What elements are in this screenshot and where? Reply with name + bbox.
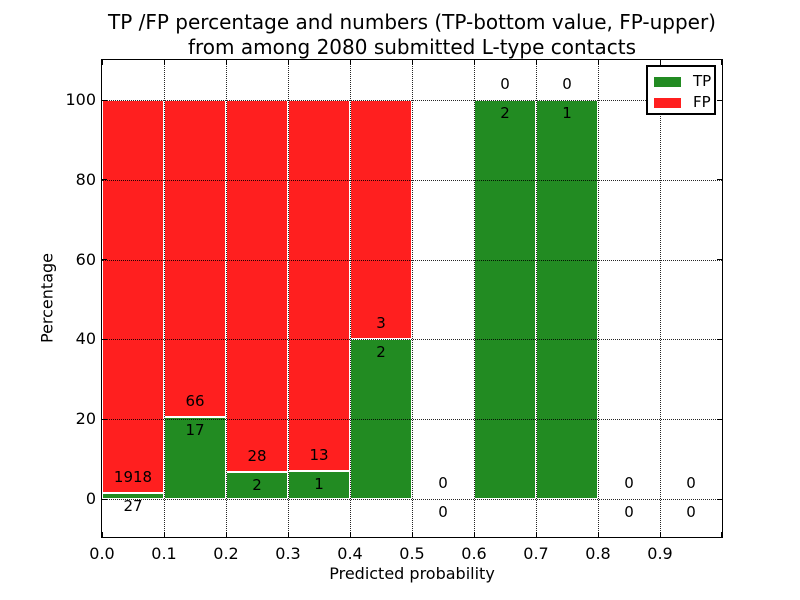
tp-count-label: 0 bbox=[686, 503, 696, 521]
x-tick-label: 0.1 bbox=[151, 544, 177, 563]
tp-count-label: 2 bbox=[252, 476, 262, 495]
tp-count-label: 27 bbox=[123, 497, 143, 516]
axis-tick bbox=[535, 532, 537, 537]
y-tick-label: 60 bbox=[75, 249, 96, 269]
y-tick-label: 100 bbox=[65, 90, 96, 109]
chart-title-line-2: from among 2080 submitted L-type contact… bbox=[187, 35, 637, 59]
axis-tick bbox=[102, 99, 107, 101]
x-tick-label: 0.0 bbox=[89, 544, 115, 563]
axis-tick bbox=[411, 60, 413, 65]
tp-count-label: 0 bbox=[438, 503, 448, 521]
axis-tick bbox=[597, 60, 599, 65]
axis-tick bbox=[411, 532, 413, 537]
gridline bbox=[225, 60, 227, 537]
gridline bbox=[535, 60, 537, 537]
axis-tick bbox=[102, 259, 107, 261]
x-tick-label: 0.6 bbox=[461, 544, 487, 563]
axis-tick bbox=[163, 532, 165, 537]
axis-tick bbox=[535, 60, 537, 65]
x-tick-label: 0.4 bbox=[337, 544, 363, 563]
fp-count-label: 0 bbox=[562, 75, 572, 93]
gridline bbox=[473, 60, 475, 537]
axis-tick bbox=[102, 60, 103, 65]
legend: TP FP bbox=[646, 65, 716, 115]
fp-bar-segment bbox=[164, 100, 226, 418]
tp-count-label: 0 bbox=[624, 503, 634, 521]
axis-tick bbox=[597, 532, 599, 537]
axis-tick bbox=[717, 338, 722, 340]
x-tick-label: 0.5 bbox=[399, 544, 425, 563]
tp-count-label: 17 bbox=[185, 421, 205, 440]
axis-tick bbox=[717, 179, 722, 181]
fp-count-label: 0 bbox=[624, 474, 634, 492]
fp-count-label: 66 bbox=[185, 392, 205, 411]
y-tick-label: 40 bbox=[75, 329, 96, 349]
axis-tick bbox=[721, 60, 722, 65]
tp-bar-segment bbox=[536, 100, 598, 499]
axis-tick bbox=[717, 418, 722, 420]
axis-tick bbox=[102, 418, 107, 420]
fp-count-label: 0 bbox=[500, 75, 510, 93]
fp-count-label: 3 bbox=[376, 314, 386, 333]
fp-count-label: 28 bbox=[247, 447, 267, 466]
y-tick-label: 80 bbox=[75, 169, 96, 189]
x-tick-label: 0.8 bbox=[585, 544, 611, 563]
fp-bar-segment bbox=[350, 100, 412, 340]
axis-tick bbox=[225, 60, 227, 65]
x-tick-label: 0.3 bbox=[275, 544, 301, 563]
chart-title: TP /FP percentage and numbers (TP-bottom… bbox=[102, 10, 722, 60]
fp-count-label: 1918 bbox=[113, 468, 153, 487]
axis-tick bbox=[102, 338, 107, 340]
fp-count-label: 0 bbox=[438, 474, 448, 492]
axis-tick bbox=[721, 532, 722, 537]
legend-label: TP bbox=[693, 72, 712, 90]
gridline bbox=[597, 60, 599, 537]
gridline bbox=[287, 60, 289, 537]
axis-tick bbox=[102, 179, 107, 181]
tp-bar-segment bbox=[474, 100, 536, 499]
gridline bbox=[349, 60, 351, 537]
x-tick-label: 0.2 bbox=[213, 544, 239, 563]
gridline bbox=[659, 60, 661, 537]
y-tick-label: 0 bbox=[85, 489, 96, 508]
axis-tick bbox=[287, 532, 289, 537]
fp-bar-segment bbox=[226, 100, 288, 473]
fp-bar-segment bbox=[102, 100, 164, 494]
tp-count-label: 2 bbox=[376, 343, 386, 362]
fp-count-label: 13 bbox=[309, 445, 329, 464]
axis-tick bbox=[473, 60, 475, 65]
axis-tick bbox=[102, 498, 107, 500]
y-tick-label: 20 bbox=[75, 409, 96, 429]
axis-tick bbox=[659, 532, 661, 537]
legend-label: FP bbox=[693, 93, 711, 111]
fp-bar-segment bbox=[288, 100, 350, 471]
axis-tick bbox=[717, 99, 722, 101]
legend-item: TP bbox=[654, 72, 714, 91]
axis-tick bbox=[659, 60, 661, 65]
gridline bbox=[163, 60, 165, 537]
tp-legend-swatch bbox=[654, 76, 681, 87]
gridline bbox=[411, 60, 413, 537]
axis-tick bbox=[102, 532, 103, 537]
axis-tick bbox=[349, 60, 351, 65]
axis-tick bbox=[717, 259, 722, 261]
tp-count-label: 2 bbox=[500, 104, 510, 122]
axis-tick bbox=[163, 60, 165, 65]
tp-count-label: 1 bbox=[562, 104, 572, 122]
tp-count-label: 1 bbox=[314, 474, 324, 493]
chart-title-line-1: TP /FP percentage and numbers (TP-bottom… bbox=[108, 10, 716, 34]
legend-item: FP bbox=[654, 93, 714, 112]
x-tick-label: 0.9 bbox=[647, 544, 673, 563]
axis-tick bbox=[287, 60, 289, 65]
axis-tick bbox=[225, 532, 227, 537]
x-axis-label: Predicted probability bbox=[329, 564, 495, 583]
axis-tick bbox=[717, 498, 722, 500]
fp-count-label: 0 bbox=[686, 474, 696, 492]
axis-tick bbox=[349, 532, 351, 537]
axis-tick bbox=[473, 532, 475, 537]
plot-area: 1918 27 66 17 28 2 13 1 3 2 0 0 0 2 0 1 0 0 0 0 bbox=[101, 59, 723, 538]
x-tick-label: 0.7 bbox=[523, 544, 549, 563]
fp-legend-swatch bbox=[654, 97, 681, 108]
